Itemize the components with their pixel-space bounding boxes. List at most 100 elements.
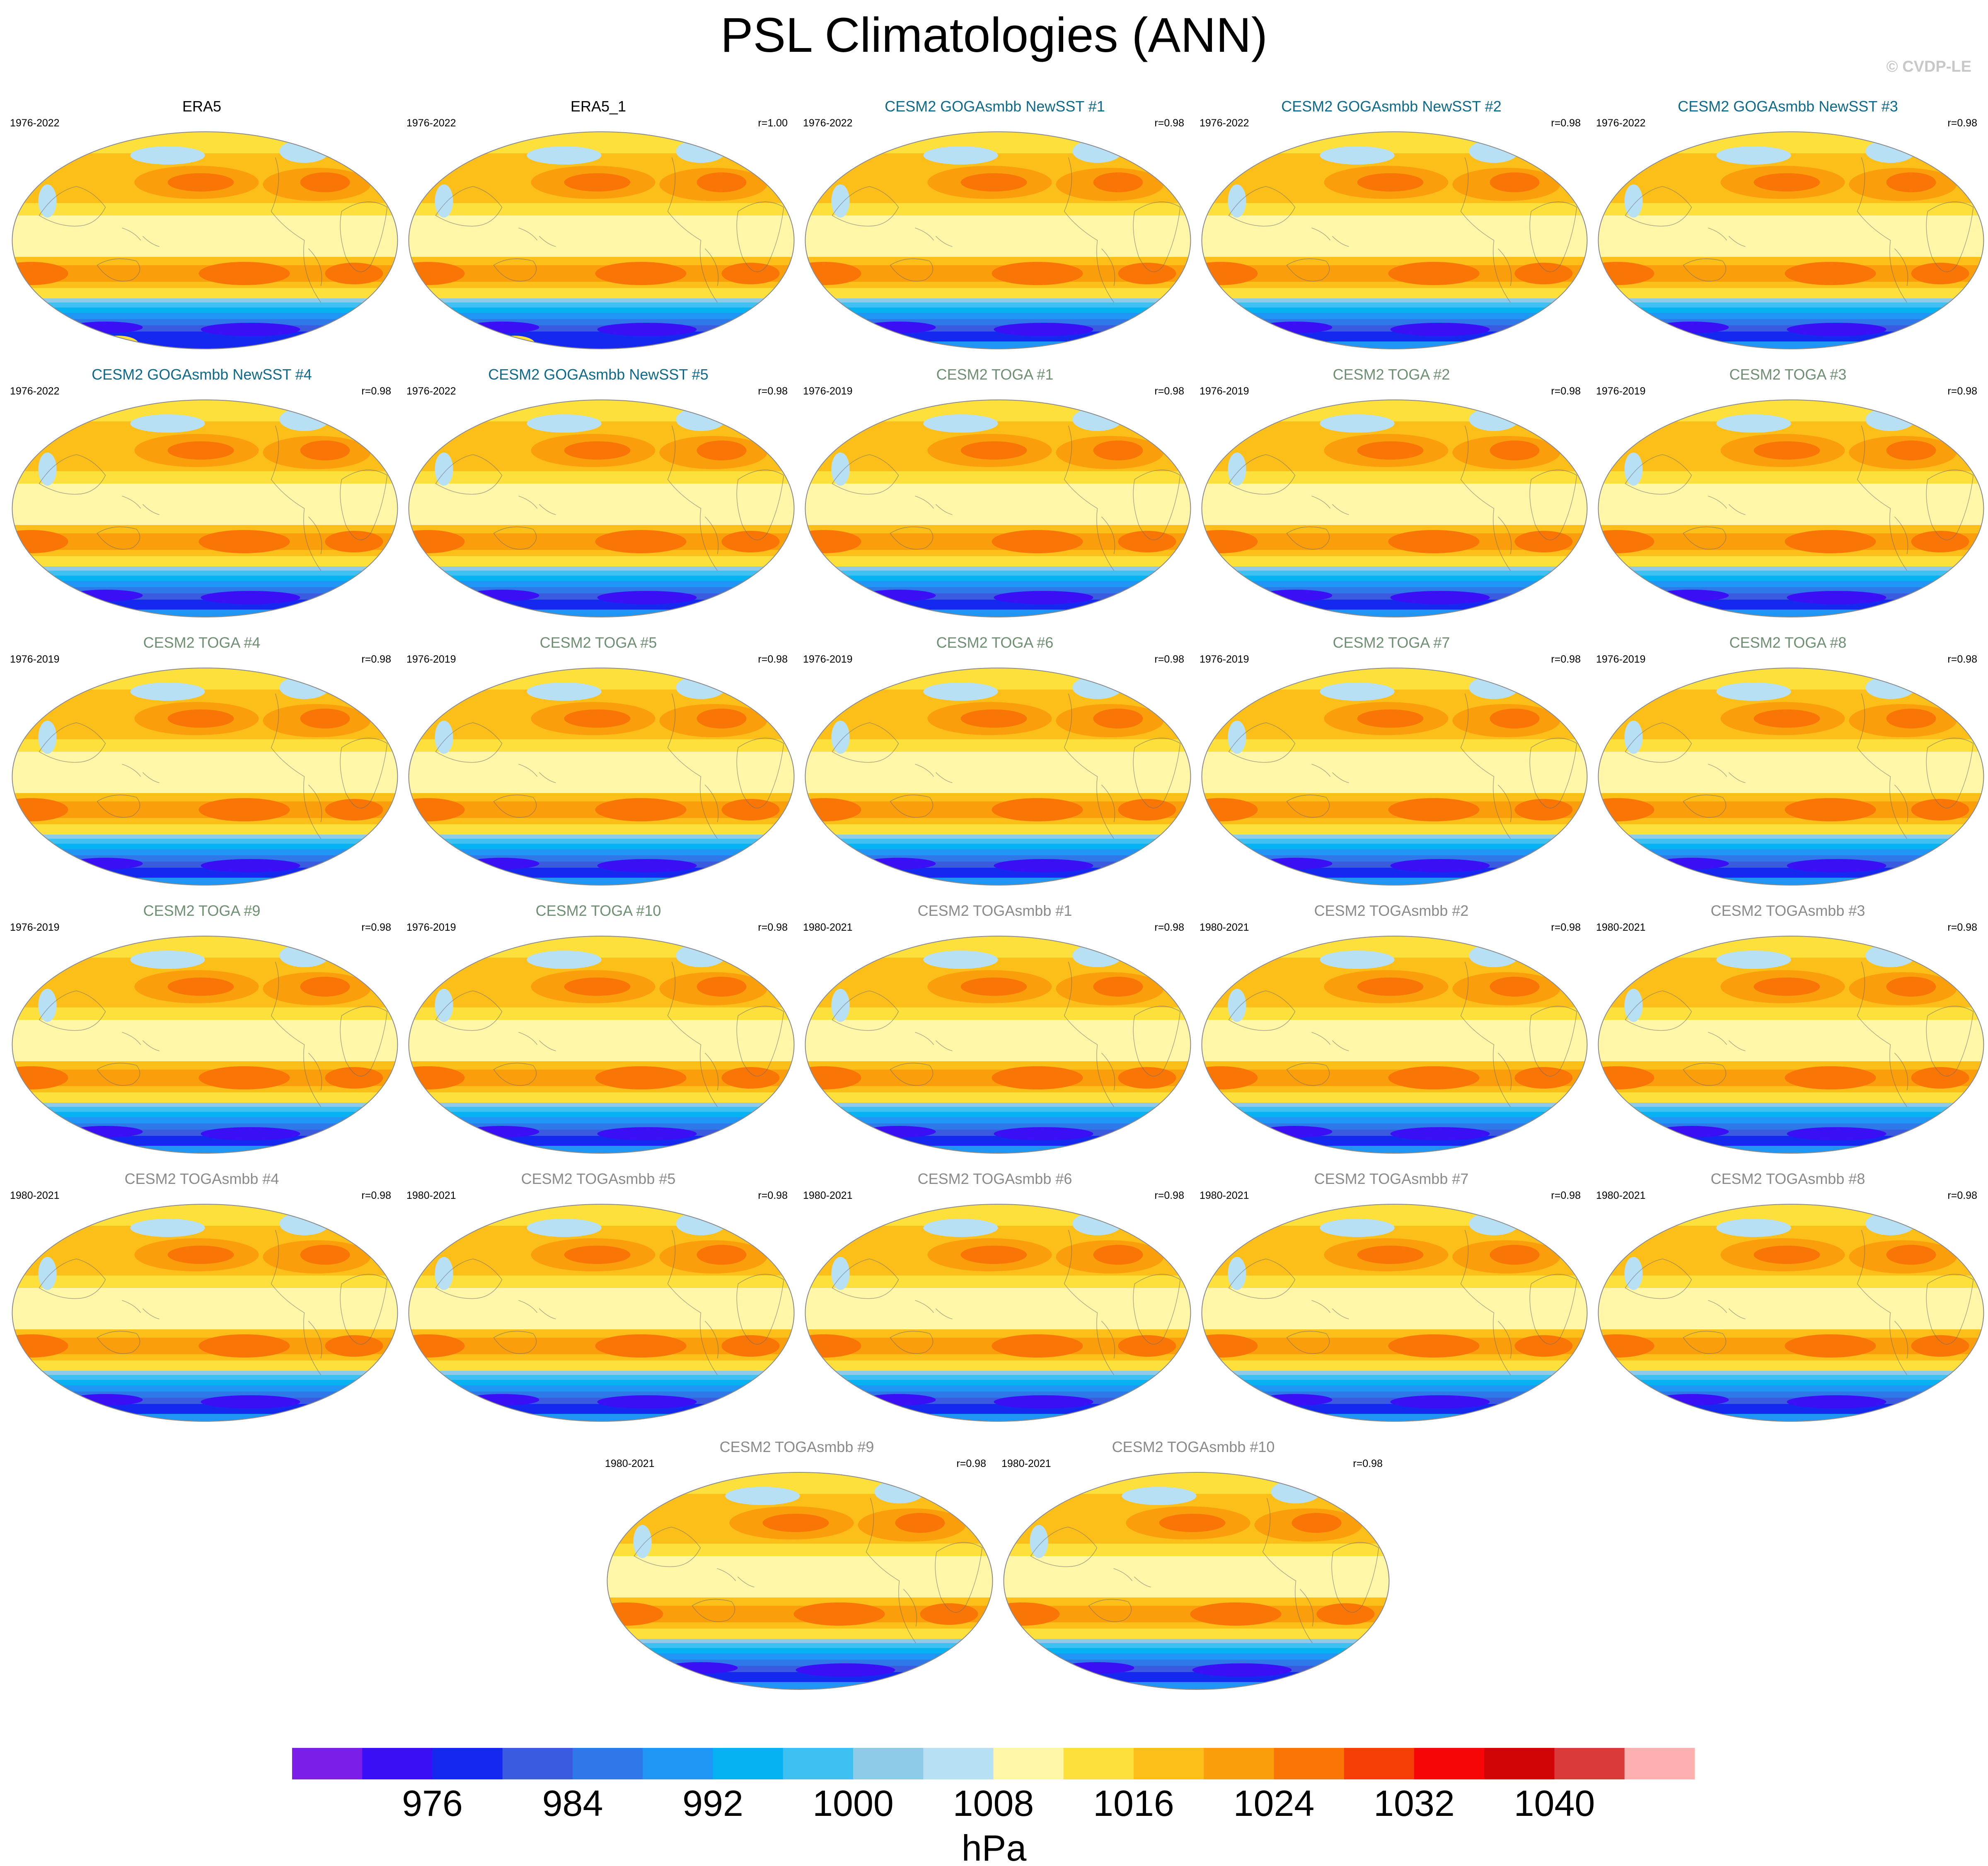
colorbar-cell — [432, 1748, 503, 1779]
psl-map — [607, 1472, 993, 1690]
psl-map — [805, 399, 1191, 617]
panel-correlation: r=0.98 — [1154, 653, 1184, 665]
colorbar-cell — [783, 1748, 854, 1779]
panel-period: 1976-2022 — [1596, 117, 1646, 129]
colorbar-tick-label: 992 — [682, 1783, 743, 1824]
panel-title: CESM2 TOGAsmbb #10 — [1112, 1438, 1275, 1455]
colorbar-tick-label: 1032 — [1374, 1783, 1455, 1824]
panel-title: CESM2 TOGAsmbb #2 — [1314, 902, 1469, 919]
panel-period: 1980-2021 — [803, 1190, 853, 1201]
panel-period: 1976-2019 — [1596, 385, 1646, 397]
panel-period: 1976-2019 — [803, 385, 853, 397]
colorbar-cell — [713, 1748, 784, 1779]
map-panel: CESM2 GOGAsmbb NewSST #2 1976-2022 r=0.98 — [1195, 97, 1588, 350]
panel-correlation: r=0.98 — [1947, 922, 1977, 933]
psl-map — [12, 668, 398, 886]
panel-correlation: r=0.98 — [361, 653, 391, 665]
colorbar-cell — [853, 1748, 924, 1779]
panel-period: 1976-2019 — [803, 653, 853, 665]
panel-title: CESM2 TOGA #1 — [936, 366, 1054, 383]
colorbar-cell — [1063, 1748, 1134, 1779]
panel-title: CESM2 TOGA #9 — [143, 902, 261, 919]
colorbar-cell — [1344, 1748, 1415, 1779]
panel-title: CESM2 TOGA #6 — [936, 634, 1054, 651]
map-panel: CESM2 TOGAsmbb #7 1980-2021 r=0.98 — [1195, 1170, 1588, 1423]
map-panel: CESM2 TOGA #1 1976-2019 r=0.98 — [798, 365, 1192, 618]
panel-correlation: r=0.98 — [758, 385, 788, 397]
psl-map — [12, 1204, 398, 1422]
panel-title: CESM2 GOGAsmbb NewSST #2 — [1281, 98, 1502, 115]
psl-map — [408, 131, 795, 349]
psl-map — [12, 131, 398, 349]
panel-period: 1980-2021 — [1001, 1458, 1051, 1469]
map-panel: CESM2 TOGA #4 1976-2019 r=0.98 — [5, 634, 399, 886]
panel-correlation: r=0.98 — [956, 1458, 986, 1469]
psl-map — [1201, 131, 1588, 349]
colorbar-tick-label: 1000 — [813, 1783, 894, 1824]
psl-map — [408, 668, 795, 886]
psl-map — [1201, 399, 1588, 617]
map-panel: CESM2 GOGAsmbb NewSST #1 1976-2022 r=0.98 — [798, 97, 1192, 350]
watermark: © CVDP-LE — [1886, 58, 1971, 75]
panel-period: 1980-2021 — [1596, 922, 1646, 933]
panel-title: CESM2 TOGA #5 — [539, 634, 657, 651]
panel-correlation: r=0.98 — [1947, 117, 1977, 129]
panel-correlation: r=1.00 — [758, 117, 788, 129]
colorbar-cell — [292, 1748, 363, 1779]
panel-title: CESM2 TOGAsmbb #4 — [124, 1170, 279, 1187]
map-panel: CESM2 TOGA #6 1976-2019 r=0.98 — [798, 634, 1192, 886]
colorbar-tick-label: 1016 — [1093, 1783, 1174, 1824]
psl-map — [1003, 1472, 1390, 1690]
psl-map — [12, 399, 398, 617]
panel-title: ERA5 — [182, 98, 222, 115]
colorbar-cell — [1274, 1748, 1345, 1779]
panel-correlation: r=0.98 — [1947, 1190, 1977, 1201]
colorbar-cell — [1414, 1748, 1485, 1779]
map-panel: CESM2 TOGAsmbb #4 1980-2021 r=0.98 — [5, 1170, 399, 1423]
panel-period: 1976-2019 — [406, 653, 456, 665]
colorbar-tick-label: 1008 — [953, 1783, 1034, 1824]
panel-correlation: r=0.98 — [1154, 922, 1184, 933]
psl-map — [1598, 668, 1984, 886]
psl-map — [1598, 936, 1984, 1154]
map-panel: CESM2 TOGA #8 1976-2019 r=0.98 — [1591, 634, 1985, 886]
panel-period: 1980-2021 — [406, 1190, 456, 1201]
panel-title: CESM2 GOGAsmbb NewSST #1 — [885, 98, 1105, 115]
colorbar-cell — [1554, 1748, 1625, 1779]
panel-correlation: r=0.98 — [1947, 385, 1977, 397]
panel-period: 1976-2019 — [10, 653, 60, 665]
panel-title: CESM2 TOGA #7 — [1333, 634, 1450, 651]
panel-title: CESM2 GOGAsmbb NewSST #3 — [1678, 98, 1898, 115]
colorbar-cell — [993, 1748, 1064, 1779]
map-panel: CESM2 TOGAsmbb #10 1980-2021 r=0.98 — [996, 1438, 1390, 1691]
panel-title: CESM2 TOGAsmbb #5 — [521, 1170, 676, 1187]
psl-map — [805, 936, 1191, 1154]
panel-title: CESM2 TOGA #3 — [1729, 366, 1847, 383]
panel-correlation: r=0.98 — [758, 1190, 788, 1201]
colorbar-cell — [1484, 1748, 1555, 1779]
map-panel: CESM2 TOGAsmbb #2 1980-2021 r=0.98 — [1195, 902, 1588, 1154]
panel-title: CESM2 TOGAsmbb #8 — [1710, 1170, 1865, 1187]
colorbar-cell — [362, 1748, 433, 1779]
panel-correlation: r=0.98 — [758, 922, 788, 933]
colorbar-cell — [1134, 1748, 1204, 1779]
colorbar-tick-label: 1040 — [1514, 1783, 1595, 1824]
panel-period: 1976-2019 — [1200, 653, 1249, 665]
panel-title: CESM2 TOGAsmbb #9 — [719, 1438, 874, 1455]
panel-correlation: r=0.98 — [1551, 653, 1581, 665]
panel-period: 1980-2021 — [1596, 1190, 1646, 1201]
panel-correlation: r=0.98 — [1551, 922, 1581, 933]
colorbar-cell — [643, 1748, 713, 1779]
panel-correlation: r=0.98 — [361, 385, 391, 397]
panel-period: 1980-2021 — [803, 922, 853, 933]
map-panel: CESM2 TOGAsmbb #9 1980-2021 r=0.98 — [600, 1438, 994, 1691]
panel-title: CESM2 TOGA #4 — [143, 634, 261, 651]
panel-title: CESM2 TOGAsmbb #3 — [1710, 902, 1865, 919]
colorbar-cell — [923, 1748, 994, 1779]
psl-map — [1598, 399, 1984, 617]
psl-map — [1201, 936, 1588, 1154]
psl-map — [1598, 131, 1984, 349]
psl-map — [408, 936, 795, 1154]
panel-period: 1980-2021 — [1200, 922, 1249, 933]
panel-title: CESM2 TOGAsmbb #1 — [917, 902, 1072, 919]
